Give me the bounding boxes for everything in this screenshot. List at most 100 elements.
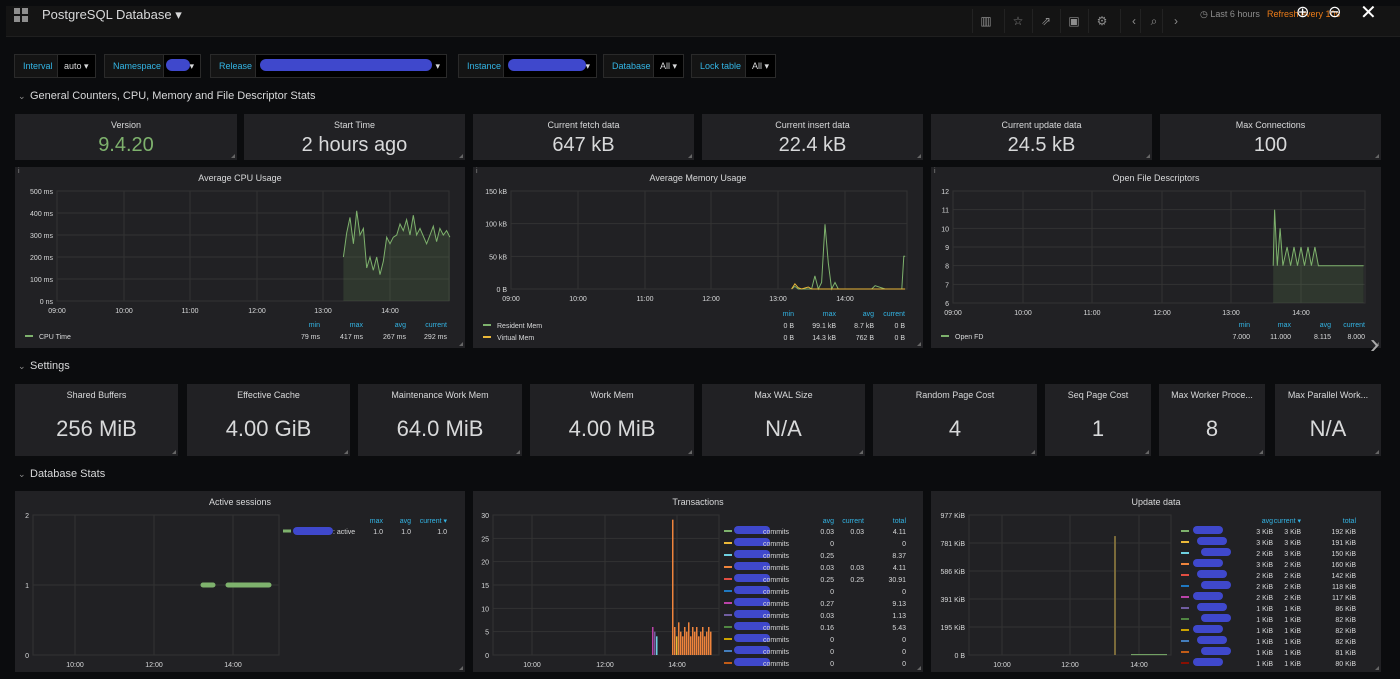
legend-value: 762 B	[856, 335, 875, 342]
info-icon[interactable]: i	[18, 168, 20, 175]
info-icon[interactable]: i	[934, 168, 936, 175]
y-tick-label: 781 KiB	[940, 541, 965, 548]
redaction-scribble	[734, 586, 770, 594]
redaction-scribble	[1193, 526, 1223, 534]
legend-value: 191 KiB	[1331, 540, 1356, 547]
open-fd-chart: 12 11 10 9 8 7 6 09:00 10:00 11:00 12:00 13:00 14:00…	[941, 189, 1366, 341]
time-forward-icon[interactable]: ›	[1162, 9, 1189, 33]
legend-header: current	[1343, 322, 1365, 329]
x-tick-label: 10:00	[66, 662, 84, 669]
legend-value: 117 KiB	[1332, 595, 1356, 602]
add-panel-icon[interactable]: ▥	[972, 9, 999, 33]
legend-value: 0 B	[783, 323, 794, 330]
stat-title: Max Worker Proce...	[1171, 390, 1253, 400]
row-settings-title: Settings	[30, 360, 70, 372]
x-tick-label: 14:00	[1292, 310, 1310, 317]
dashboard-navbar	[6, 6, 1400, 37]
y-tick-label: 15	[481, 583, 489, 590]
var-interval-select[interactable]: auto ▾	[57, 54, 96, 78]
active-sessions-chart: 2 1 0 10:00 12:00 14:00 max avg current ▾: activ…	[25, 513, 447, 669]
legend-series-name: Open FD	[955, 334, 983, 341]
legend-value: 267 ms	[383, 334, 406, 341]
legend-value: 1 KiB	[1256, 628, 1273, 635]
y-tick-label: 150 kB	[485, 189, 507, 196]
legend-value: 0.03	[850, 529, 864, 536]
x-tick-label: 11:00	[1084, 310, 1101, 317]
legend-value: 99.1 kB	[812, 323, 836, 330]
legend-series-name: commits	[763, 601, 790, 608]
y-tick-label: 2	[25, 513, 29, 520]
stat-panel: Seq Page Cost 1	[1045, 384, 1151, 456]
x-tick-label: 14:00	[668, 662, 686, 669]
legend-value: 82 KiB	[1335, 639, 1356, 646]
legend-value: 0 B	[894, 335, 905, 342]
var-namespace-label: Namespace	[104, 54, 171, 78]
y-tick-label: 586 KiB	[940, 569, 965, 576]
bar	[654, 631, 656, 655]
x-tick-label: 13:00	[314, 308, 332, 315]
redaction-scribble	[1197, 636, 1227, 644]
y-tick-label: 50 kB	[489, 254, 507, 261]
stat-title: Current update data	[1001, 120, 1082, 130]
var-locktable-select[interactable]: All ▾	[745, 54, 777, 78]
panel-memory-usage: i Average Memory Usage 150 kB 100 kB 50 kB…	[473, 167, 923, 348]
row-general-title: General Counters, CPU, Memory and File D…	[30, 90, 316, 102]
row-dbstats-header[interactable]: ⌄ Database Stats	[18, 468, 105, 480]
bar	[682, 636, 684, 655]
redaction-scribble	[1201, 548, 1231, 556]
dashboard-grid-icon[interactable]	[14, 8, 28, 22]
legend-header: max	[1278, 322, 1292, 329]
bar	[706, 631, 708, 655]
var-database-select[interactable]: All ▾	[653, 54, 685, 78]
legend-series-name: commits	[763, 661, 790, 668]
row-general-header[interactable]: ⌄ General Counters, CPU, Memory and File …	[18, 90, 316, 102]
share-icon[interactable]: ⇗	[1032, 9, 1059, 33]
bar	[702, 627, 704, 655]
legend-value: 0 B	[894, 323, 905, 330]
legend-series-name: commits	[763, 637, 790, 644]
x-tick-label: 14:00	[224, 662, 242, 669]
next-arrow-icon[interactable]: ›	[1370, 328, 1380, 359]
legend-value: 82 KiB	[1335, 628, 1356, 635]
stat-value: 256 MiB	[56, 416, 137, 441]
legend-header: avg	[1262, 518, 1273, 525]
bar	[690, 636, 692, 655]
bar	[710, 631, 712, 655]
zoom-out-circle-icon[interactable]: ⊖	[1328, 4, 1342, 21]
legend-value: 4.11	[893, 565, 906, 572]
legend-value: 0 B	[783, 335, 794, 342]
redaction-scribble	[734, 598, 770, 606]
redaction-scribble	[1193, 592, 1223, 600]
time-range-picker[interactable]: ◷ Last 6 hours	[1200, 9, 1260, 19]
row-settings-header[interactable]: ⌄ Settings	[18, 360, 70, 372]
x-tick-label: 13:00	[769, 296, 787, 303]
bar	[704, 636, 706, 655]
x-tick-label: 10:00	[1014, 310, 1032, 317]
refresh-interval[interactable]: Refresh every 10s	[1267, 9, 1341, 19]
zoom-out-icon[interactable]: ⌕	[1140, 9, 1167, 33]
stat-title: Maintenance Work Mem	[391, 390, 489, 400]
var-release-label: Release	[210, 54, 262, 78]
series-line-fd	[1272, 209, 1364, 267]
y-tick-label: 100 kB	[485, 222, 507, 229]
y-tick-label: 500 ms	[30, 189, 53, 196]
memory-usage-chart: 150 kB 100 kB 50 kB 0 B 09:00 10:00 11:00 12:00…	[483, 189, 908, 342]
bar	[692, 627, 694, 655]
info-icon[interactable]: i	[476, 168, 478, 175]
star-icon[interactable]: ☆	[1004, 9, 1031, 33]
x-tick-label: 12:00	[1061, 662, 1079, 669]
settings-gear-icon[interactable]: ⚙	[1088, 9, 1115, 33]
legend-value: 1 KiB	[1256, 650, 1273, 657]
x-tick-label: 11:00	[637, 296, 654, 303]
stat-value: 8	[1205, 416, 1219, 441]
time-back-icon[interactable]: ‹	[1120, 9, 1147, 33]
series-area	[343, 210, 450, 301]
dashboard-title[interactable]: PostgreSQL Database ▾	[42, 7, 182, 22]
bar	[696, 627, 698, 655]
zoom-in-icon[interactable]: ⊕	[1296, 4, 1310, 21]
y-tick-label: 10	[941, 226, 949, 233]
close-icon[interactable]: ✕	[1360, 2, 1377, 24]
save-icon[interactable]: ▣	[1060, 9, 1087, 33]
legend-value: 0.25	[820, 577, 834, 584]
legend-value: 0	[830, 589, 834, 596]
